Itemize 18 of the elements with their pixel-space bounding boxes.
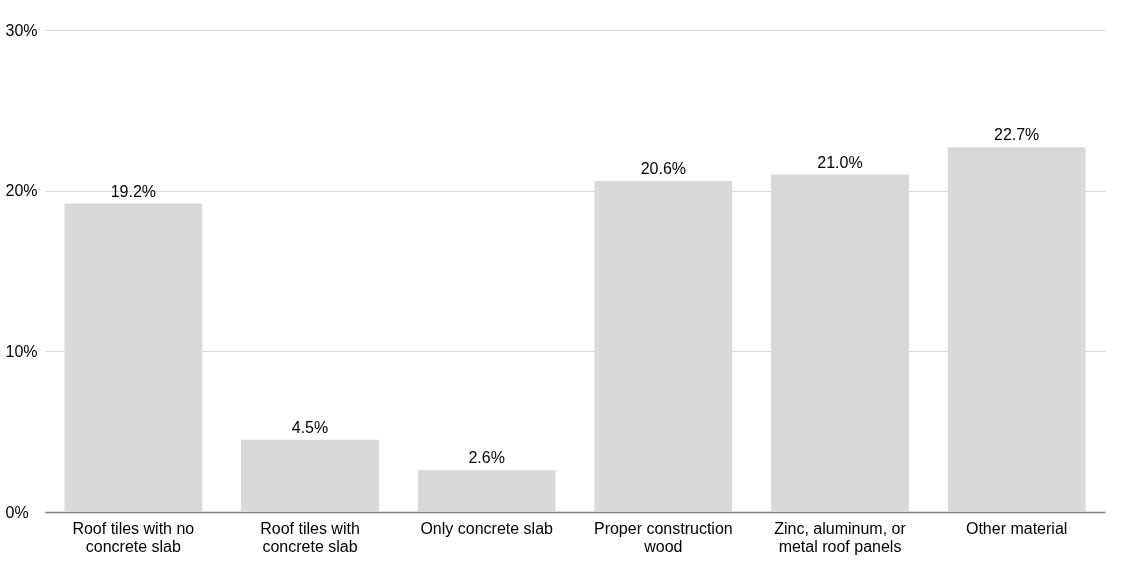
x-tick-label: Roof tiles with concrete slab [260, 519, 360, 555]
bar [241, 439, 379, 512]
y-tick-label: 0% [5, 503, 29, 521]
data-label: 22.7% [993, 126, 1040, 144]
x-tick-label: Proper construction wood [593, 519, 733, 555]
data-label: 4.5% [291, 418, 329, 436]
x-tick-label: Other material [965, 519, 1068, 537]
y-tick-label: 20% [5, 182, 38, 200]
bar [417, 470, 556, 512]
x-tick-label: Zinc, aluminum, or metal roof panels [774, 519, 907, 555]
data-label: 2.6% [468, 449, 505, 467]
data-label: 19.2% [110, 182, 157, 200]
y-tick-label: 30% [5, 21, 38, 39]
y-tick-label: 10% [5, 342, 38, 360]
x-tick-label: Roof tiles with no concrete slab [72, 519, 195, 555]
data-label: 20.6% [640, 160, 687, 178]
data-label: 21.0% [817, 153, 863, 171]
x-tick-label: Only concrete slab [420, 519, 554, 537]
